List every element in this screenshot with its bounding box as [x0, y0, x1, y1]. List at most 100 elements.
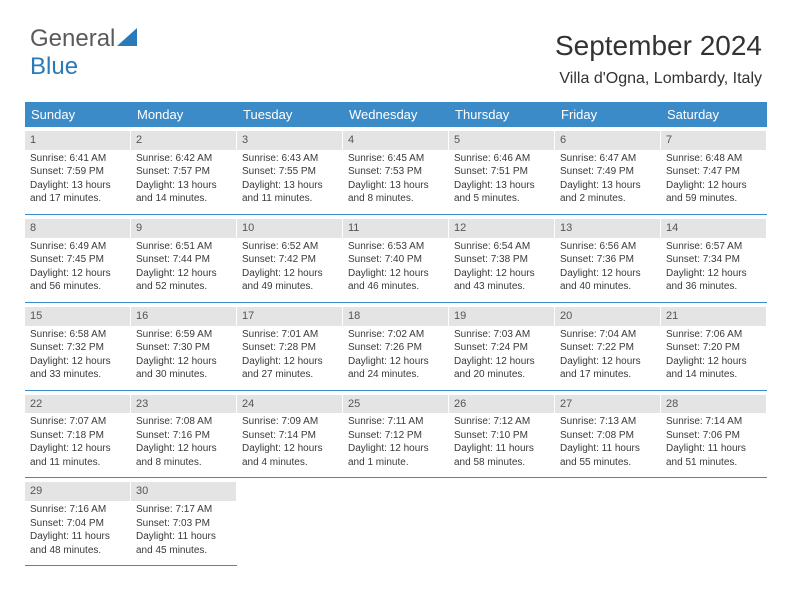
sunset-text: Sunset: 7:45 PM [30, 253, 125, 267]
dl2-text: and 51 minutes. [666, 456, 761, 470]
day-number: 3 [237, 131, 342, 150]
day-cell: 27Sunrise: 7:13 AMSunset: 7:08 PMDayligh… [555, 395, 661, 476]
week-divider [25, 390, 767, 391]
dl2-text: and 36 minutes. [666, 280, 761, 294]
day-cell [555, 482, 661, 563]
sunrise-text: Sunrise: 6:48 AM [666, 152, 761, 166]
day-number: 29 [25, 482, 130, 501]
day-cell: 30Sunrise: 7:17 AMSunset: 7:03 PMDayligh… [131, 482, 237, 563]
sunset-text: Sunset: 7:16 PM [136, 429, 231, 443]
sunrise-text: Sunrise: 7:09 AM [242, 415, 337, 429]
dl1-text: Daylight: 12 hours [136, 442, 231, 456]
sunrise-text: Sunrise: 6:56 AM [560, 240, 655, 254]
day-header: Wednesday [343, 102, 449, 127]
day-number: 15 [25, 307, 130, 326]
dl2-text: and 27 minutes. [242, 368, 337, 382]
day-cell [661, 482, 767, 563]
sunrise-text: Sunrise: 7:11 AM [348, 415, 443, 429]
dl2-text: and 30 minutes. [136, 368, 231, 382]
dl1-text: Daylight: 11 hours [666, 442, 761, 456]
day-cell: 11Sunrise: 6:53 AMSunset: 7:40 PMDayligh… [343, 219, 449, 300]
day-cell: 1Sunrise: 6:41 AMSunset: 7:59 PMDaylight… [25, 131, 131, 212]
dl1-text: Daylight: 12 hours [348, 267, 443, 281]
day-header: Saturday [661, 102, 767, 127]
dl2-text: and 48 minutes. [30, 544, 125, 558]
sunrise-text: Sunrise: 7:01 AM [242, 328, 337, 342]
sunset-text: Sunset: 7:42 PM [242, 253, 337, 267]
week-row: 22Sunrise: 7:07 AMSunset: 7:18 PMDayligh… [25, 395, 767, 476]
day-number: 12 [449, 219, 554, 238]
dl1-text: Daylight: 13 hours [560, 179, 655, 193]
day-number: 28 [661, 395, 766, 414]
sunrise-text: Sunrise: 7:03 AM [454, 328, 549, 342]
sunrise-text: Sunrise: 6:42 AM [136, 152, 231, 166]
sunset-text: Sunset: 7:51 PM [454, 165, 549, 179]
dl1-text: Daylight: 12 hours [136, 267, 231, 281]
day-cell: 18Sunrise: 7:02 AMSunset: 7:26 PMDayligh… [343, 307, 449, 388]
sunset-text: Sunset: 7:10 PM [454, 429, 549, 443]
day-number: 5 [449, 131, 554, 150]
day-number: 27 [555, 395, 660, 414]
sunset-text: Sunset: 7:24 PM [454, 341, 549, 355]
day-cell: 6Sunrise: 6:47 AMSunset: 7:49 PMDaylight… [555, 131, 661, 212]
dl1-text: Daylight: 11 hours [560, 442, 655, 456]
day-number: 11 [343, 219, 448, 238]
week-row: 29Sunrise: 7:16 AMSunset: 7:04 PMDayligh… [25, 482, 767, 563]
day-cell: 19Sunrise: 7:03 AMSunset: 7:24 PMDayligh… [449, 307, 555, 388]
day-number: 10 [237, 219, 342, 238]
dl1-text: Daylight: 12 hours [454, 355, 549, 369]
week-divider [25, 565, 237, 566]
dl1-text: Daylight: 13 hours [454, 179, 549, 193]
dl2-text: and 45 minutes. [136, 544, 231, 558]
dl2-text: and 5 minutes. [454, 192, 549, 206]
day-number: 26 [449, 395, 554, 414]
day-number: 6 [555, 131, 660, 150]
day-cell: 2Sunrise: 6:42 AMSunset: 7:57 PMDaylight… [131, 131, 237, 212]
dl1-text: Daylight: 12 hours [30, 267, 125, 281]
day-number: 20 [555, 307, 660, 326]
dl1-text: Daylight: 12 hours [666, 267, 761, 281]
sunrise-text: Sunrise: 6:41 AM [30, 152, 125, 166]
dl1-text: Daylight: 12 hours [560, 355, 655, 369]
sunrise-text: Sunrise: 7:02 AM [348, 328, 443, 342]
day-cell [237, 482, 343, 563]
sunrise-text: Sunrise: 7:06 AM [666, 328, 761, 342]
dl1-text: Daylight: 11 hours [136, 530, 231, 544]
sunrise-text: Sunrise: 6:58 AM [30, 328, 125, 342]
day-cell: 9Sunrise: 6:51 AMSunset: 7:44 PMDaylight… [131, 219, 237, 300]
sunrise-text: Sunrise: 6:52 AM [242, 240, 337, 254]
week-divider [25, 477, 767, 478]
sunset-text: Sunset: 7:32 PM [30, 341, 125, 355]
day-number: 23 [131, 395, 236, 414]
dl1-text: Daylight: 12 hours [30, 442, 125, 456]
dl1-text: Daylight: 13 hours [30, 179, 125, 193]
logo: General Blue [30, 25, 137, 81]
sunset-text: Sunset: 7:44 PM [136, 253, 231, 267]
day-header: Friday [555, 102, 661, 127]
dl1-text: Daylight: 12 hours [666, 355, 761, 369]
logo-text-general: General [30, 25, 115, 52]
day-cell: 28Sunrise: 7:14 AMSunset: 7:06 PMDayligh… [661, 395, 767, 476]
dl2-text: and 1 minute. [348, 456, 443, 470]
dl2-text: and 11 minutes. [242, 192, 337, 206]
sunset-text: Sunset: 7:59 PM [30, 165, 125, 179]
day-number: 16 [131, 307, 236, 326]
sunrise-text: Sunrise: 7:16 AM [30, 503, 125, 517]
day-cell: 25Sunrise: 7:11 AMSunset: 7:12 PMDayligh… [343, 395, 449, 476]
day-cell [343, 482, 449, 563]
sunset-text: Sunset: 7:57 PM [136, 165, 231, 179]
dl2-text: and 14 minutes. [136, 192, 231, 206]
sunrise-text: Sunrise: 7:04 AM [560, 328, 655, 342]
day-number: 9 [131, 219, 236, 238]
day-cell: 5Sunrise: 6:46 AMSunset: 7:51 PMDaylight… [449, 131, 555, 212]
sunrise-text: Sunrise: 7:12 AM [454, 415, 549, 429]
day-cell: 20Sunrise: 7:04 AMSunset: 7:22 PMDayligh… [555, 307, 661, 388]
sunset-text: Sunset: 7:34 PM [666, 253, 761, 267]
dl2-text: and 8 minutes. [136, 456, 231, 470]
sunrise-text: Sunrise: 7:07 AM [30, 415, 125, 429]
sunrise-text: Sunrise: 7:08 AM [136, 415, 231, 429]
dl2-text: and 43 minutes. [454, 280, 549, 294]
dl2-text: and 46 minutes. [348, 280, 443, 294]
dl2-text: and 2 minutes. [560, 192, 655, 206]
day-number: 8 [25, 219, 130, 238]
